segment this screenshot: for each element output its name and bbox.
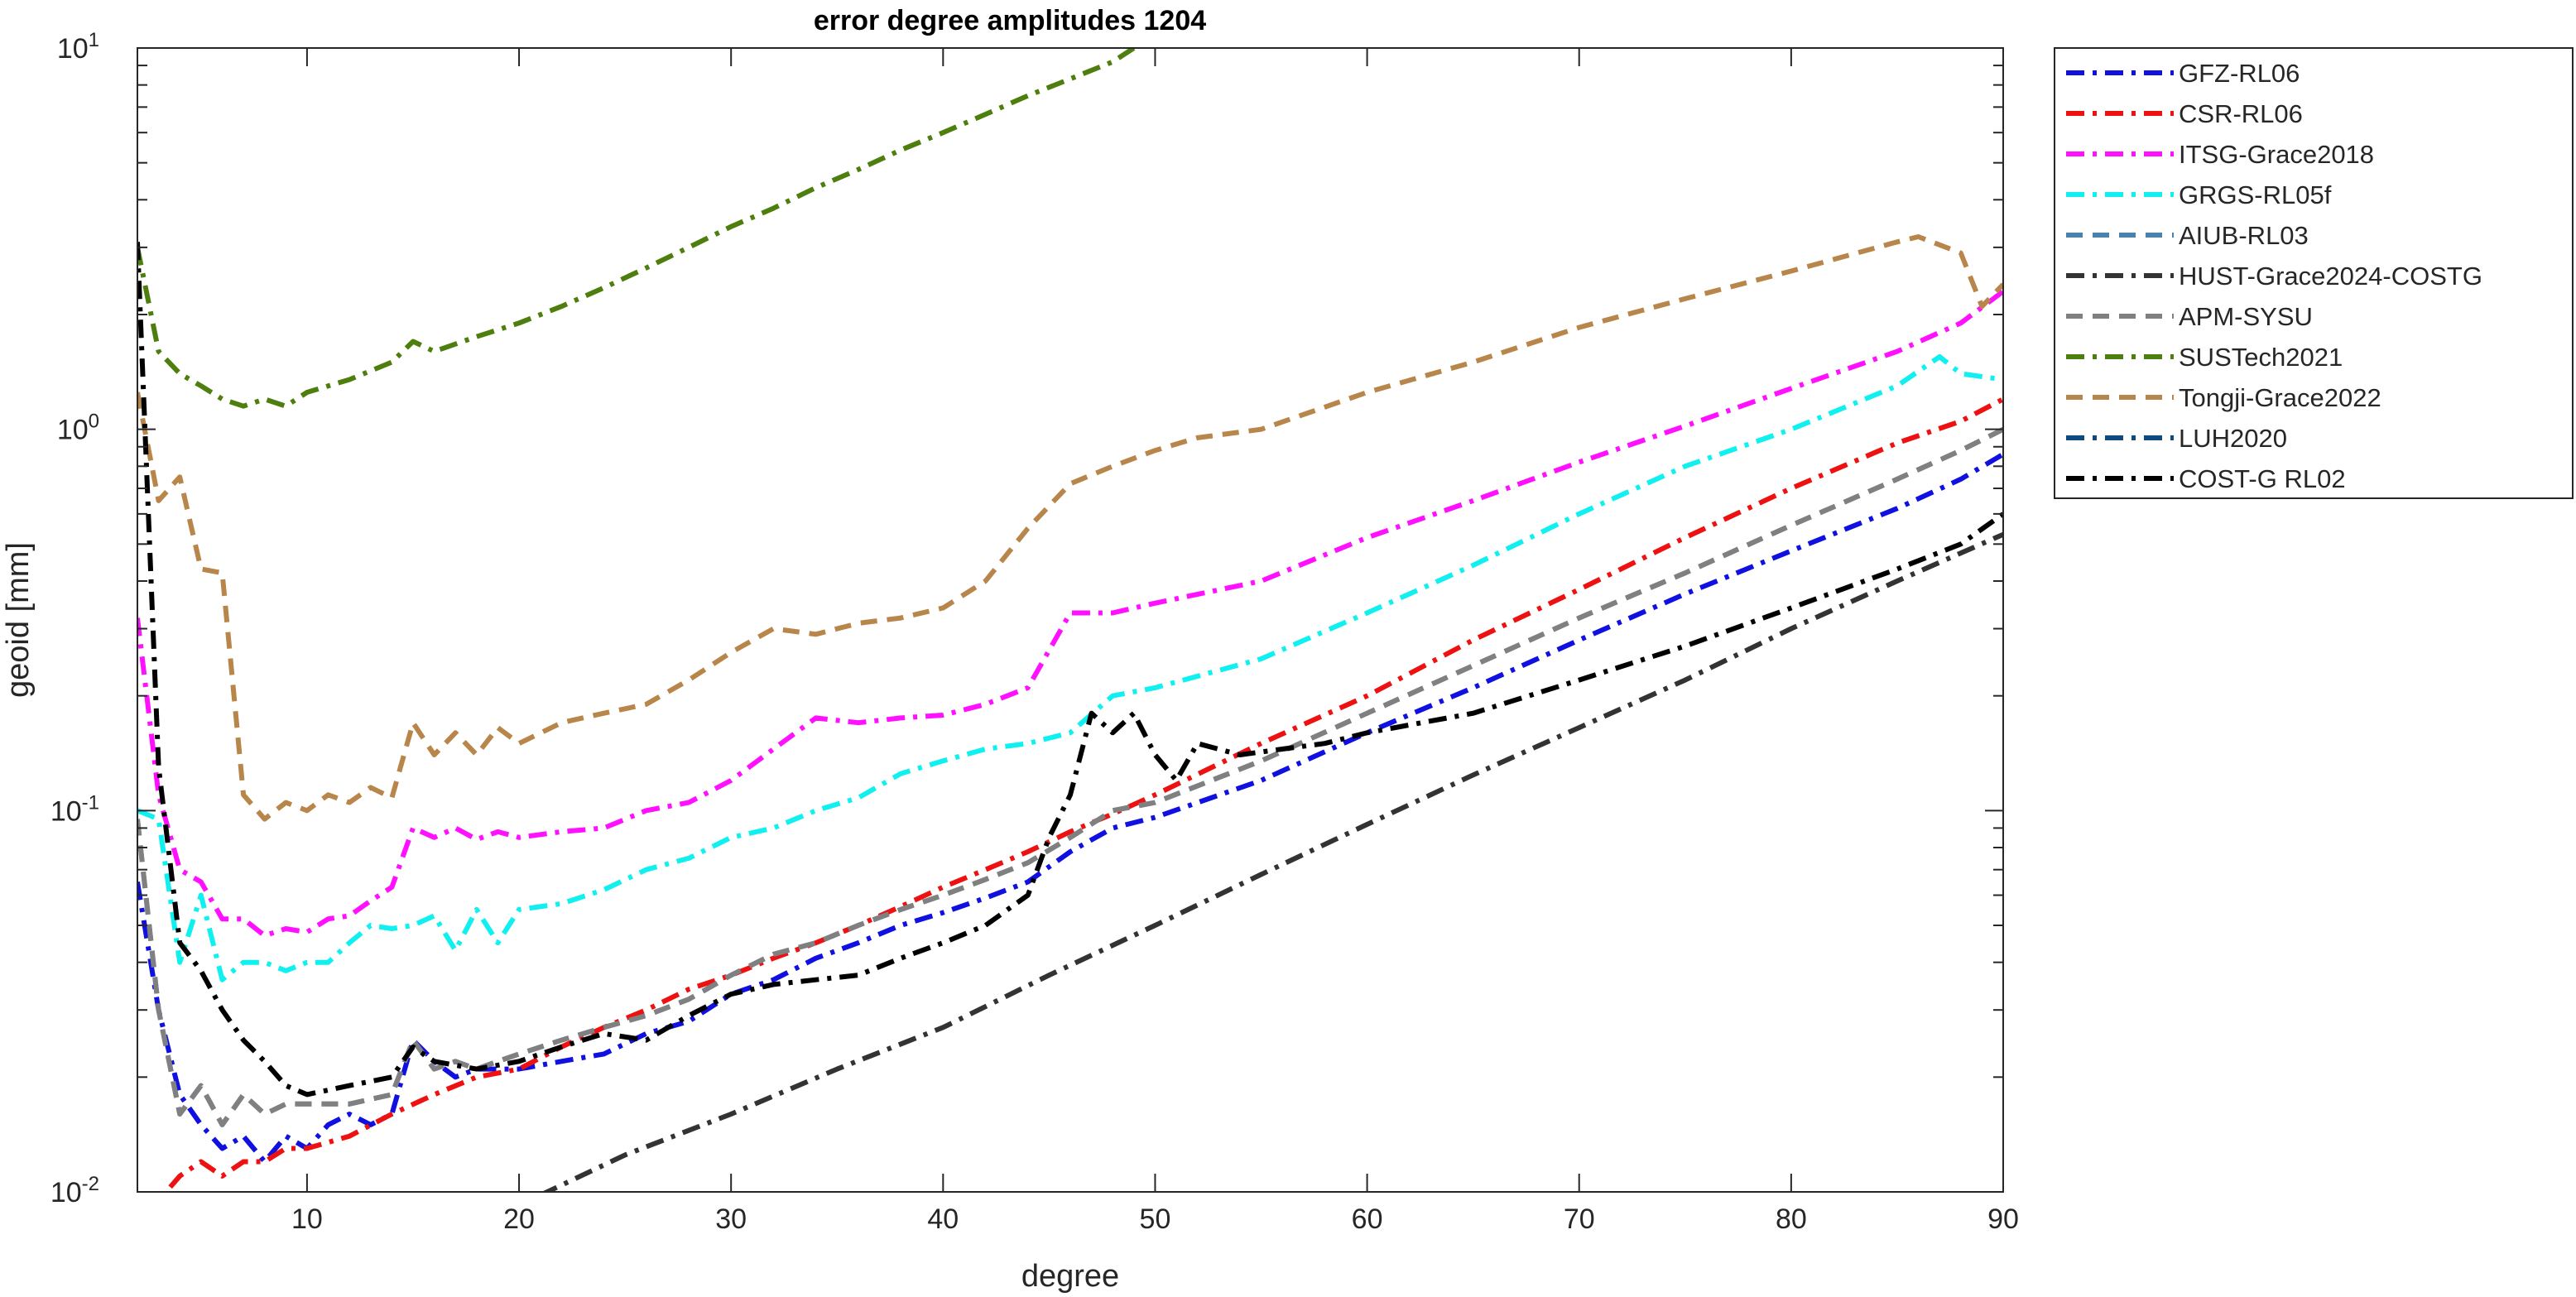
series-line-5 <box>541 531 2003 1192</box>
legend-label-8: Tongji-Grace2022 <box>2179 383 2381 412</box>
series-line-10 <box>137 242 2003 1098</box>
series-line-1 <box>162 396 2003 1192</box>
legend-box <box>2054 47 2574 499</box>
y-axis-label: geoid [mm] <box>1 542 36 698</box>
series-line-6 <box>137 427 2003 1127</box>
x-tick-label: 20 <box>503 1203 535 1235</box>
x-axis-ticks: 10 20 30 40 50 60 70 80 90 <box>291 48 2019 1235</box>
series-line-2 <box>137 289 2003 939</box>
series-line-7 <box>137 48 1136 409</box>
y-tick-label: 10-1 <box>50 791 99 827</box>
legend-items: GFZ-RL06 CSR-RL06 ITSG-Grace2018 GRGS-RL05f… <box>2066 59 2482 493</box>
legend-label-10: COST-G RL02 <box>2179 464 2346 493</box>
legend-label-9: LUH2020 <box>2179 424 2287 453</box>
y-tick-label: 101 <box>57 29 99 65</box>
legend-label-3: GRGS-RL05f <box>2179 180 2332 209</box>
x-tick-label: 50 <box>1140 1203 1171 1235</box>
legend-label-6: APM-SYSU <box>2179 302 2313 331</box>
series-layer <box>137 48 2003 1192</box>
x-axis-label: degree <box>1021 1259 1119 1294</box>
x-tick-label: 30 <box>715 1203 747 1235</box>
chart-title: error degree amplitudes 1204 <box>814 5 1206 36</box>
legend-label-7: SUSTech2021 <box>2179 343 2343 372</box>
legend-label-5: HUST-Grace2024-COSTG <box>2179 262 2482 291</box>
legend-label-0: GFZ-RL06 <box>2179 59 2300 88</box>
y-tick-label: 100 <box>57 411 99 446</box>
x-tick-label: 60 <box>1352 1203 1383 1235</box>
legend: GFZ-RL06 CSR-RL06 ITSG-Grace2018 GRGS-RL05f… <box>2054 47 2574 499</box>
legend-label-2: ITSG-Grace2018 <box>2179 140 2374 169</box>
x-tick-label: 10 <box>291 1203 323 1235</box>
x-tick-label: 70 <box>1564 1203 1595 1235</box>
x-tick-label: 40 <box>927 1203 959 1235</box>
legend-label-4: AIUB-RL03 <box>2179 221 2309 250</box>
x-tick-label: 80 <box>1776 1203 1807 1235</box>
y-tick-label: 10-2 <box>50 1173 99 1208</box>
plot-area: 10 20 30 40 50 60 70 80 90 10-2 10-1 100 101 <box>50 29 2019 1235</box>
plot-frame <box>137 47 2004 1193</box>
series-line-3 <box>137 354 2003 982</box>
y-axis-ticks: 10-2 10-1 100 101 <box>50 29 2003 1208</box>
x-tick-label: 90 <box>1987 1203 2019 1235</box>
legend-label-1: CSR-RL06 <box>2179 99 2303 128</box>
